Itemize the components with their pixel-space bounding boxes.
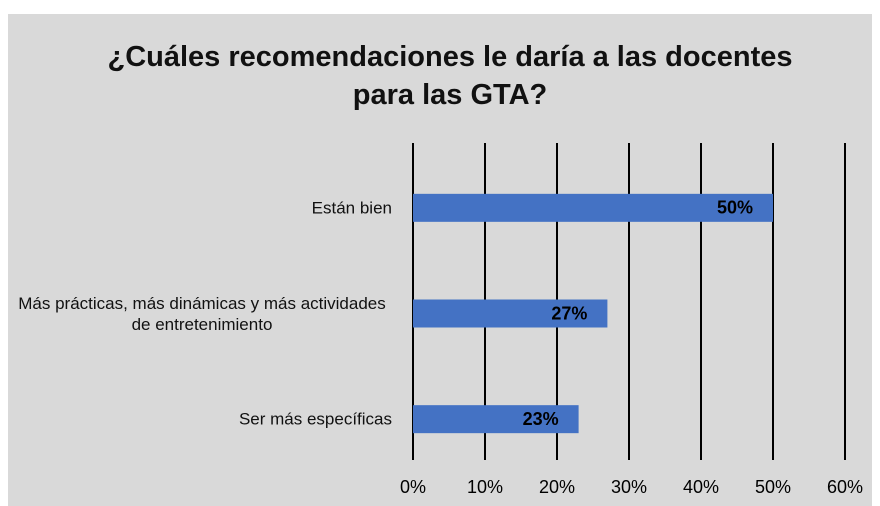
x-tick-label: 20%: [539, 477, 575, 497]
x-tick-label: 50%: [755, 477, 791, 497]
data-label: 50%: [717, 198, 753, 218]
x-tick-label: 60%: [827, 477, 863, 497]
bar: [413, 405, 579, 434]
bar: [413, 193, 773, 222]
x-tick-label: 40%: [683, 477, 719, 497]
y-tick-label: Más prácticas, más dinámicas y más activ…: [18, 293, 386, 334]
bar: [413, 299, 608, 328]
y-tick-label: Están bien: [311, 198, 392, 218]
x-tick-label: 10%: [467, 477, 503, 497]
chart-title: ¿Cuáles recomendaciones le daría a las d…: [107, 41, 793, 111]
data-label: 27%: [551, 303, 587, 323]
data-label: 23%: [523, 409, 559, 429]
x-tick-label: 30%: [611, 477, 647, 497]
x-tick-label: 0%: [400, 477, 426, 497]
y-tick-label: Ser más específicas: [238, 409, 392, 429]
